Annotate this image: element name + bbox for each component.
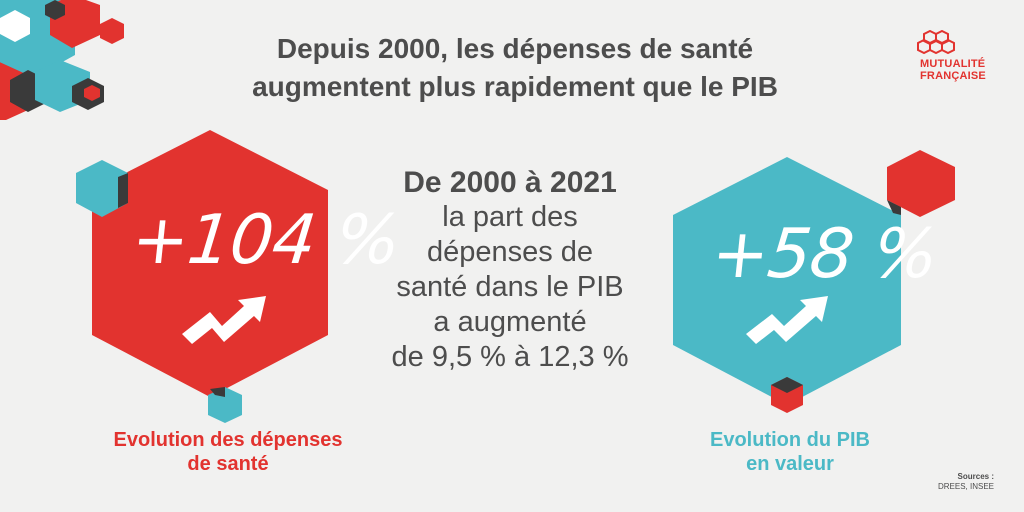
overlap-shade-bottom xyxy=(210,387,225,397)
page-title: Depuis 2000, les dépenses de santé augme… xyxy=(170,30,860,106)
brand-logo-text: MUTUALITÉ FRANÇAISE xyxy=(920,58,986,82)
trend-up-arrow-icon xyxy=(182,296,266,344)
overlap-shade xyxy=(118,173,128,208)
left-stat-caption: Evolution des dépenses de santé xyxy=(88,428,368,476)
brand-line-1: MUTUALITÉ xyxy=(920,58,986,70)
right-stat-value: +58 % xyxy=(707,215,941,294)
center-line-5: de 9,5 % à 12,3 % xyxy=(391,341,629,373)
red-small-hexagon xyxy=(887,150,955,217)
overlap-shade-right-bottom xyxy=(771,377,803,393)
center-line-3: santé dans le PIB xyxy=(396,271,624,303)
left-caption-line-2: de santé xyxy=(187,453,269,475)
center-line-2: dépenses de xyxy=(426,236,594,268)
trend-up-arrow-icon-right xyxy=(746,296,828,344)
teal-bottom-hexagon xyxy=(208,387,242,423)
sources-text: DREES, INSEE xyxy=(937,482,994,491)
teal-hexagon xyxy=(673,157,901,405)
right-caption-line-2: en valeur xyxy=(746,453,834,475)
left-caption-line-1: Evolution des dépenses xyxy=(113,429,343,451)
teal-small-hexagon xyxy=(76,160,128,217)
center-statement: De 2000 à 2021 la part des dépenses de s… xyxy=(360,165,660,375)
red-hexagon xyxy=(92,130,328,397)
brand-line-2: FRANÇAISE xyxy=(920,70,986,82)
sources-note: Sources : DREES, INSEE xyxy=(938,472,994,492)
right-hexagon-graphic xyxy=(673,150,955,413)
right-stat-caption: Evolution du PIB en valeur xyxy=(670,428,910,476)
decorative-hexagon-pattern xyxy=(0,0,124,120)
title-line-2: augmentent plus rapidement que le PIB xyxy=(252,71,778,102)
center-line-1: la part des xyxy=(442,201,578,233)
right-caption-line-1: Evolution du PIB xyxy=(710,429,870,451)
hexagon-cluster-logo-icon xyxy=(917,30,955,55)
center-heading: De 2000 à 2021 xyxy=(403,166,617,199)
sources-label: Sources : xyxy=(957,472,994,481)
center-line-4: a augmenté xyxy=(433,306,587,338)
title-line-1: Depuis 2000, les dépenses de santé xyxy=(276,33,754,64)
overlap-shade-right xyxy=(887,200,901,215)
left-hexagon-graphic xyxy=(76,130,328,423)
